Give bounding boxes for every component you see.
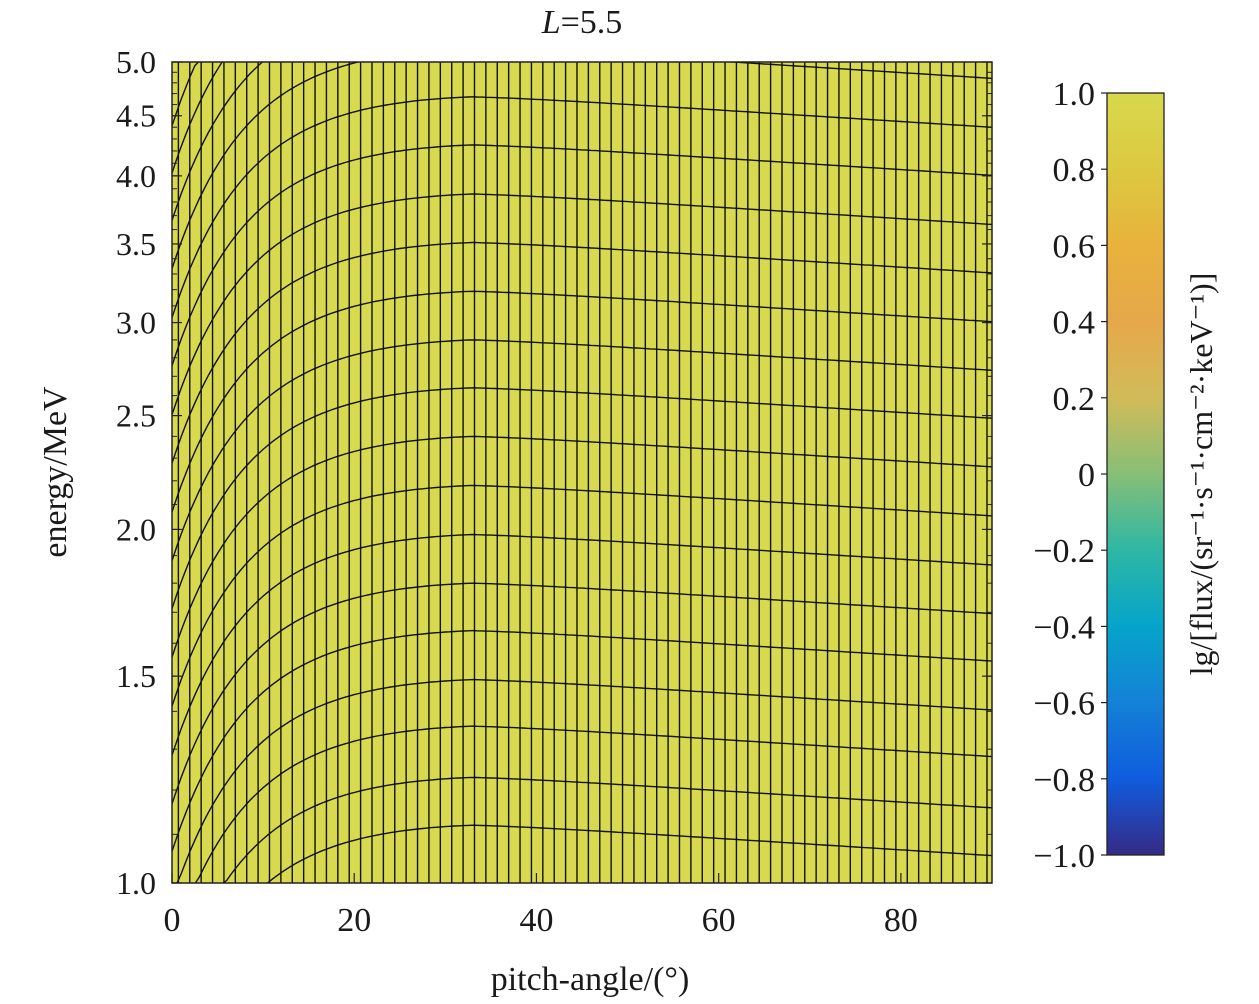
y-tick-label: 2.0 <box>116 511 156 547</box>
plot-area <box>171 61 993 884</box>
y-axis-label: energy/MeV <box>37 386 74 558</box>
y-tick-label: 1.5 <box>116 658 156 694</box>
contour-line <box>172 339 992 561</box>
colorbar-label: lg/[flux/(sr⁻¹·s⁻¹·cm⁻²·keV⁻¹)] <box>1183 273 1219 676</box>
y-tick-label: 5.0 <box>116 44 156 80</box>
colorbar-tick-label: 0.6 <box>1053 228 1096 265</box>
contour-line <box>176 678 992 883</box>
heatmap-field <box>172 62 992 883</box>
y-axis: 1.0 1.5 2.0 2.5 3.0 3.5 4.0 4.5 5.0 <box>116 44 992 901</box>
contour-line <box>194 725 992 883</box>
y-tick-label: 1.0 <box>116 865 156 901</box>
contour-group <box>172 62 992 883</box>
contour-line <box>172 582 992 805</box>
plot-frame <box>171 61 993 884</box>
x-tick-label: 60 <box>702 902 736 939</box>
colorbar-gradient <box>1106 92 1165 856</box>
contour-line <box>222 776 992 883</box>
colorbar-tick-label: −0.4 <box>1033 609 1095 646</box>
colorbar-tick-label: 0.8 <box>1053 152 1096 189</box>
x-tick-label: 0 <box>164 902 181 939</box>
y-tick-label: 4.0 <box>116 158 156 194</box>
colorbar-tick-label: −1.0 <box>1033 838 1095 875</box>
colorbar-tick-label: 0 <box>1078 457 1095 494</box>
colorbar-tick-label: 1.0 <box>1053 76 1096 113</box>
contour-line <box>172 62 992 269</box>
chart-title: L=5.5 <box>541 4 623 41</box>
contour-line <box>264 824 992 883</box>
colorbar-tick-label: 0.4 <box>1053 305 1096 342</box>
contour-line <box>172 387 992 609</box>
colorbar-tick-label: −0.2 <box>1033 533 1095 570</box>
y-tick-label: 2.5 <box>116 398 156 434</box>
contour-line <box>172 144 992 366</box>
colorbar-tick-label: 0.2 <box>1053 381 1096 418</box>
contour-line <box>172 290 992 513</box>
contour-line <box>172 96 992 318</box>
contour-line <box>172 629 992 852</box>
x-axis-label: pitch-angle/(°) <box>491 961 690 998</box>
x-tick-label: 20 <box>337 902 371 939</box>
contour-line <box>172 484 992 707</box>
contour-line <box>172 193 992 415</box>
colorbar: 1.0 0.8 0.6 0.4 0.2 0 −0.2 −0.4 −0.6 −0.8 −1.0 <box>1033 76 1165 875</box>
y-tick-label: 4.5 <box>116 98 156 134</box>
y-tick-label: 3.5 <box>116 226 156 262</box>
x-tick-label: 40 <box>519 902 553 939</box>
x-axis: 0 20 40 60 80 <box>164 873 918 939</box>
colorbar-tick-label: −0.8 <box>1033 762 1095 799</box>
y-tick-label: 3.0 <box>116 305 156 341</box>
contour-line <box>172 533 992 756</box>
contour-line <box>172 241 992 464</box>
x-tick-label: 80 <box>884 902 918 939</box>
contour-line <box>172 435 992 658</box>
colorbar-tick-label: −0.6 <box>1033 686 1095 723</box>
